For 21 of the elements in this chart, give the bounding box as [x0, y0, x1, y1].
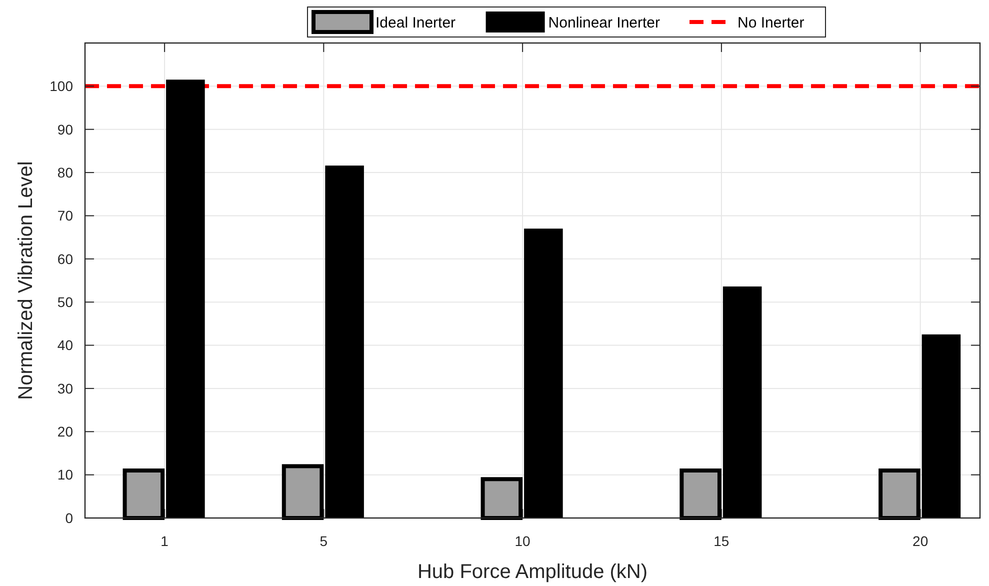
y-tick-label: 80 — [57, 164, 74, 180]
y-tick-label: 60 — [57, 250, 74, 267]
x-tick-label: 15 — [714, 533, 730, 549]
y-tick-label: 0 — [65, 510, 74, 526]
x-tick-label: 5 — [320, 533, 328, 549]
y-axis-title: Normalized Vibration Level — [15, 161, 37, 400]
y-tick-label: 90 — [57, 121, 74, 138]
x-tick-label: 1 — [160, 533, 169, 549]
y-tick-label: 10 — [57, 466, 74, 483]
y-tick-label: 100 — [50, 78, 74, 94]
legend-label: Nonlinear Inerter — [548, 14, 660, 32]
y-tick-label: 30 — [57, 380, 74, 396]
y-tick-label: 70 — [57, 208, 74, 224]
y-tick-label: 40 — [57, 337, 74, 354]
x-tick-label: 20 — [912, 533, 928, 549]
x-tick-label: 10 — [514, 533, 531, 549]
legend-label: No Inerter — [738, 14, 804, 32]
x-axis-title: Hub Force Amplitude (kN) — [417, 561, 648, 583]
legend-label: Ideal Inerter — [376, 14, 456, 32]
y-tick-label: 20 — [57, 424, 74, 440]
y-tick-label: 50 — [57, 294, 74, 310]
